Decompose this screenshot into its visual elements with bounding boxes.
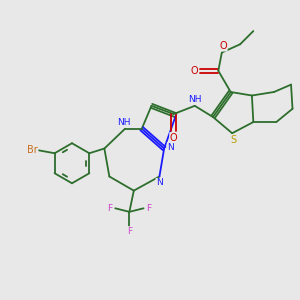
Text: N: N xyxy=(167,142,174,152)
Text: O: O xyxy=(190,66,198,76)
Text: F: F xyxy=(107,204,112,213)
Text: Br: Br xyxy=(27,145,38,155)
Text: NH: NH xyxy=(117,118,130,127)
Text: F: F xyxy=(127,227,132,236)
Text: F: F xyxy=(146,204,152,213)
Text: NH: NH xyxy=(188,95,202,104)
Text: S: S xyxy=(231,135,237,145)
Text: N: N xyxy=(156,178,163,188)
Text: O: O xyxy=(220,41,227,51)
Text: O: O xyxy=(170,133,177,142)
